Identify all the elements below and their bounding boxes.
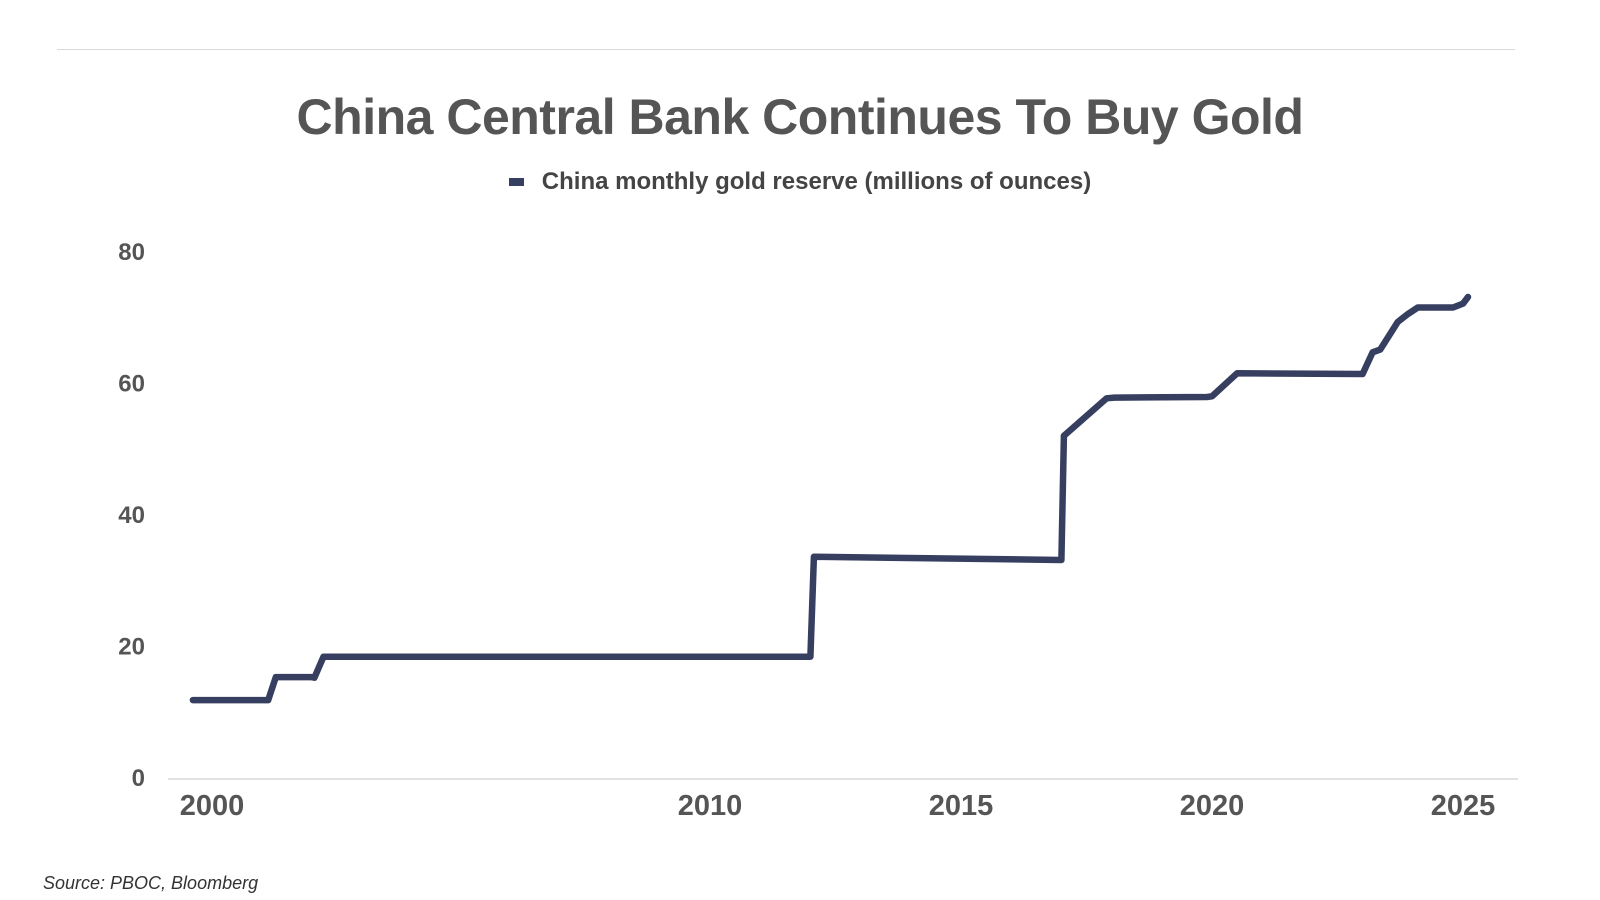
y-tick-label: 80 (118, 239, 145, 266)
x-tick-label: 2015 (929, 790, 994, 822)
legend: China monthly gold reserve (millions of … (0, 168, 1600, 196)
chart-title: China Central Bank Continues To Buy Gold (296, 89, 1304, 145)
series-line-gold-reserve (189, 293, 1472, 704)
x-tick-label: 2025 (1431, 790, 1496, 822)
x-axis-ticks: 2000 2010 2015 2020 2025 (180, 790, 1496, 822)
legend-label: China monthly gold reserve (millions of … (541, 168, 1092, 195)
y-tick-label: 0 (132, 765, 145, 792)
top-divider (57, 49, 1515, 50)
x-tick-label: 2000 (180, 790, 245, 822)
source-note: Source: PBOC, Bloomberg (43, 873, 259, 893)
legend-swatch (508, 178, 524, 186)
y-axis-ticks: 0 20 40 60 80 (118, 239, 145, 792)
y-tick-label: 40 (118, 502, 145, 529)
x-tick-label: 2010 (678, 790, 743, 822)
x-tick-label: 2020 (1180, 790, 1245, 822)
y-tick-label: 20 (118, 634, 145, 661)
y-tick-label: 60 (118, 371, 145, 398)
